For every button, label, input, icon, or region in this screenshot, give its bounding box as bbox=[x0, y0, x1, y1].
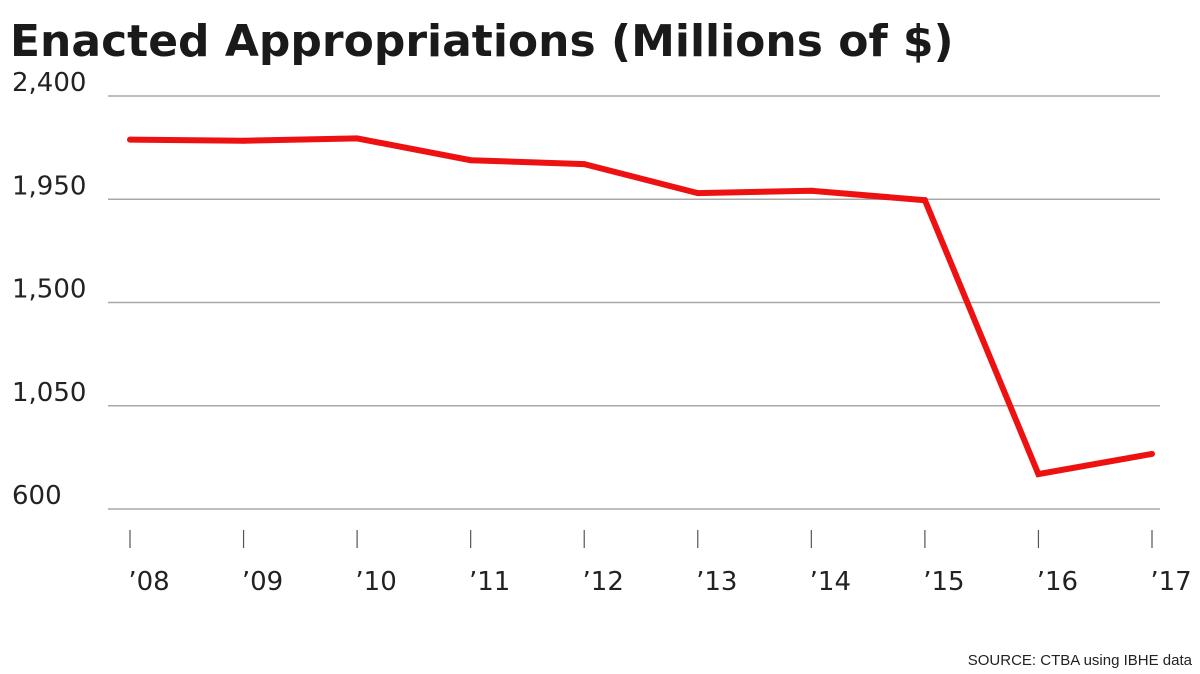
y-tick-label: 600 bbox=[12, 481, 62, 511]
x-tick-label: ’12 bbox=[583, 567, 624, 597]
data-point bbox=[581, 161, 588, 168]
x-axis-ticks: ’08 ’09 ’10 ’11 ’12 ’13 ’14 ’15 ’16 ’17 bbox=[128, 530, 1192, 597]
x-tick-label: ’11 bbox=[469, 567, 510, 597]
y-axis-ticks: 2,400 1,950 1,500 1,050 600 bbox=[12, 68, 86, 511]
data-point bbox=[808, 187, 815, 194]
x-tick-label: ’09 bbox=[242, 567, 283, 597]
data-point bbox=[240, 137, 247, 144]
data-point bbox=[921, 197, 928, 204]
x-tick-label: ’17 bbox=[1150, 567, 1191, 597]
x-tick-label: ’14 bbox=[810, 567, 851, 597]
data-point bbox=[1149, 450, 1155, 457]
source-note: SOURCE: CTBA using IBHE data bbox=[968, 652, 1193, 669]
gridlines bbox=[108, 95, 1160, 510]
y-tick-label: 2,400 bbox=[12, 68, 86, 98]
data-point bbox=[127, 136, 133, 143]
x-tick-label: ’08 bbox=[128, 567, 169, 597]
data-point bbox=[354, 135, 361, 142]
data-point bbox=[1035, 471, 1042, 478]
series-layer bbox=[127, 135, 1155, 478]
x-tick-label: ’13 bbox=[696, 567, 737, 597]
y-tick-label: 1,950 bbox=[12, 171, 86, 201]
data-point bbox=[467, 157, 474, 164]
x-tick-label: ’16 bbox=[1037, 567, 1078, 597]
x-tick-label: ’15 bbox=[923, 567, 964, 597]
y-tick-label: 1,500 bbox=[12, 275, 86, 305]
series-line bbox=[129, 135, 1153, 478]
y-tick-label: 1,050 bbox=[12, 378, 86, 408]
data-point bbox=[694, 190, 701, 197]
chart-title: Enacted Appropriations (Millions of $) bbox=[10, 16, 954, 67]
x-tick-label: ’10 bbox=[355, 567, 396, 597]
